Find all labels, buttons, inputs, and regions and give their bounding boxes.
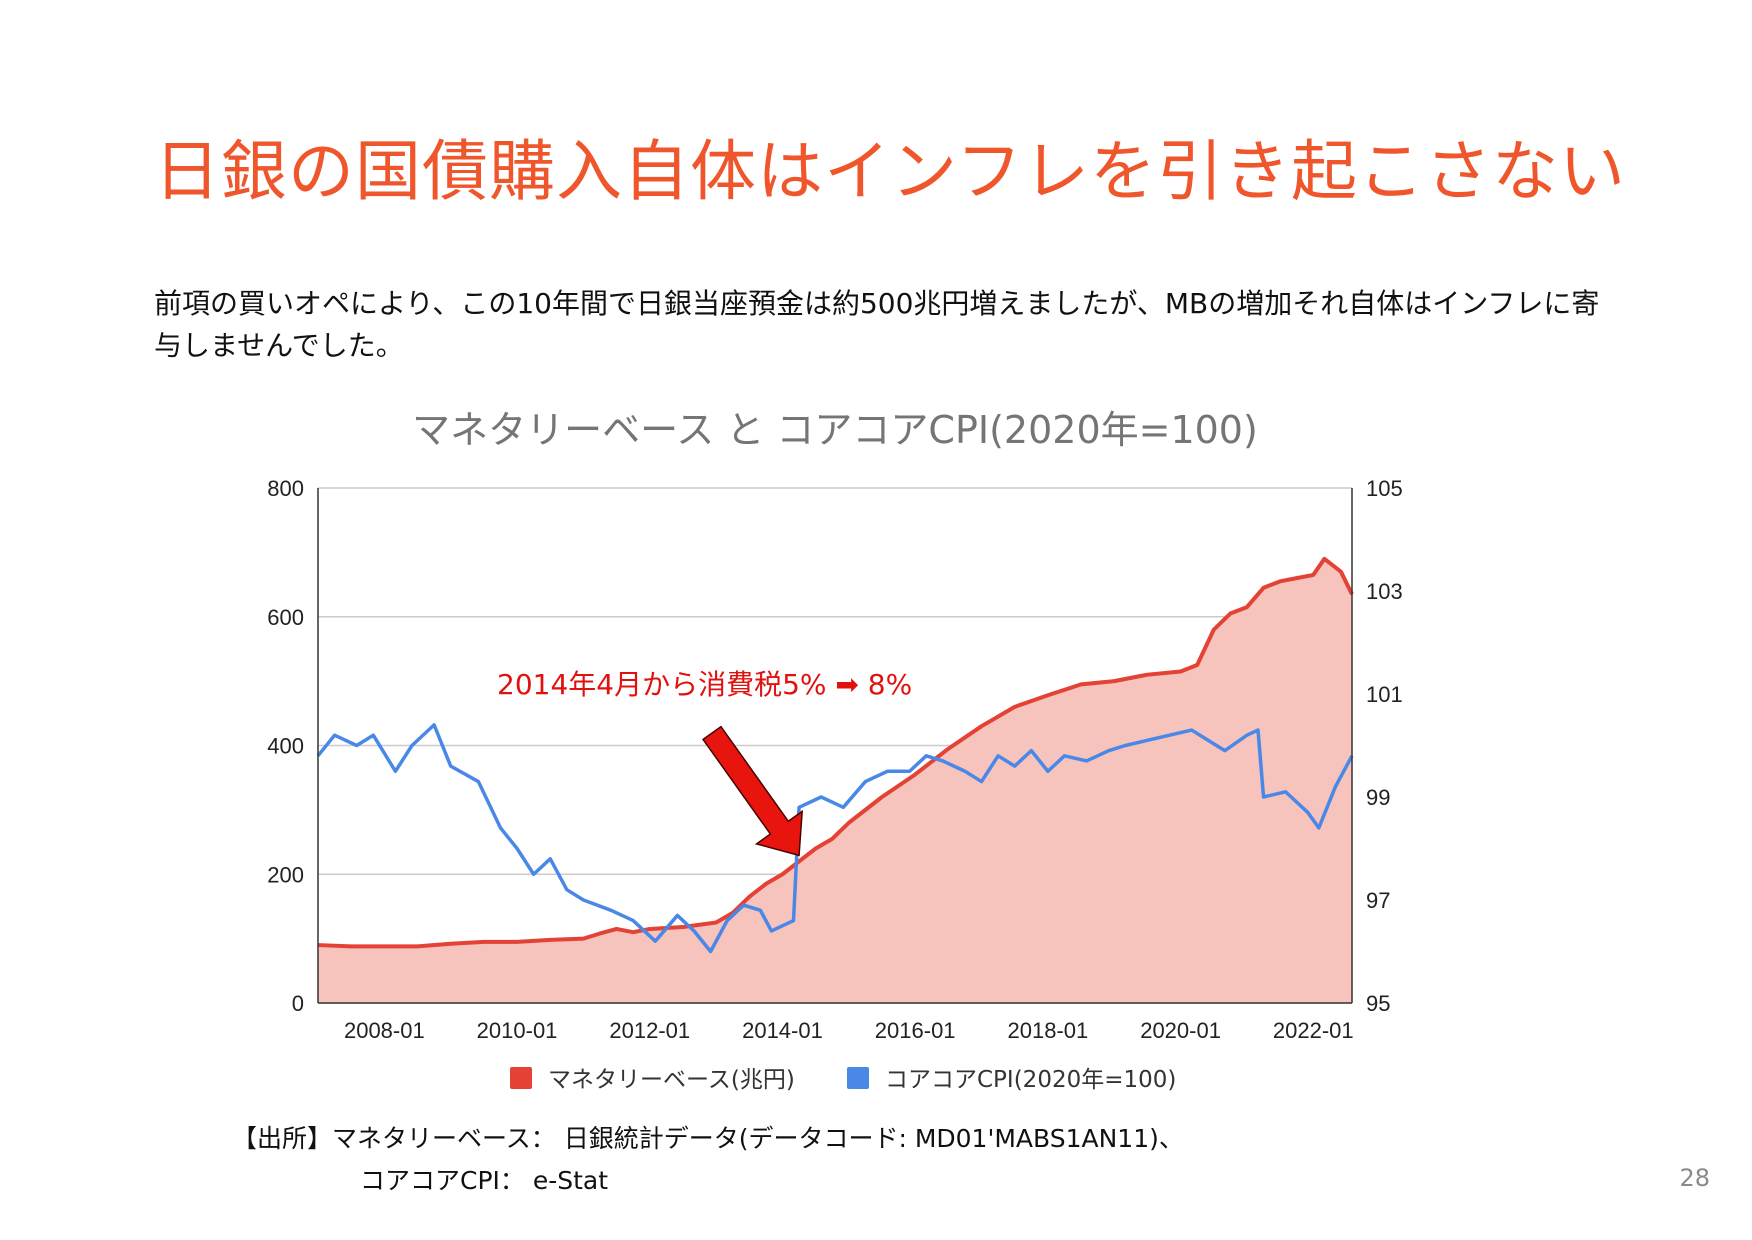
source-note: 【出所】マネタリーベース： 日銀統計データ(データコード: MD01'MABS1… xyxy=(232,1118,1184,1202)
x-tick-label: 2022-01 xyxy=(1273,1018,1354,1043)
y-right-tick-label: 105 xyxy=(1366,476,1403,501)
y-right-tick-label: 99 xyxy=(1366,785,1390,810)
source-line-2: コアコアCPI： e-Stat xyxy=(360,1166,609,1195)
slide-body-text: 前項の買いオペにより、この10年間で日銀当座預金は約500兆円増えましたが、MB… xyxy=(154,287,1600,362)
y-left-tick-label: 0 xyxy=(292,991,304,1016)
x-tick-label: 2008-01 xyxy=(344,1018,425,1043)
mb-series-line xyxy=(317,556,1354,949)
y-right-tick-label: 95 xyxy=(1366,991,1390,1016)
x-tick-label: 2012-01 xyxy=(609,1018,690,1043)
y-right-tick-label: 101 xyxy=(1366,682,1403,707)
x-tick-label: 2010-01 xyxy=(477,1018,558,1043)
legend-label: コアコアCPI(2020年=100) xyxy=(885,1067,1176,1093)
page-number: 28 xyxy=(1679,1164,1710,1192)
annotation-arrow xyxy=(701,725,804,857)
y-left-tick-label: 600 xyxy=(267,605,304,630)
x-tick-label: 2020-01 xyxy=(1140,1018,1221,1043)
x-tick-label: 2016-01 xyxy=(875,1018,956,1043)
x-tick-label: 2018-01 xyxy=(1008,1018,1089,1043)
y-right-tick-label: 97 xyxy=(1366,888,1390,913)
chart-title: マネタリーベース と コアコアCPI(2020年=100) xyxy=(412,408,1258,452)
y-left-tick-label: 400 xyxy=(267,734,304,759)
mb-area xyxy=(318,558,1352,1003)
legend-label: マネタリーベース(兆円) xyxy=(548,1067,795,1093)
y-left-tick-label: 200 xyxy=(267,862,304,887)
y-left-tick-label: 800 xyxy=(267,476,304,501)
annotation-text: 2014年4月から消費税5% ➡ 8% xyxy=(497,668,912,701)
source-line-1: 【出所】マネタリーベース： 日銀統計データ(データコード: MD01'MABS1… xyxy=(232,1124,1184,1153)
y-right-tick-label: 103 xyxy=(1366,579,1403,604)
legend-swatch xyxy=(847,1067,869,1089)
slide-title: 日銀の国債購入自体はインフレを引き起こさない xyxy=(154,133,1627,210)
cpi-series-line xyxy=(316,723,1354,954)
legend-swatch xyxy=(510,1067,532,1089)
x-tick-label: 2014-01 xyxy=(742,1018,823,1043)
